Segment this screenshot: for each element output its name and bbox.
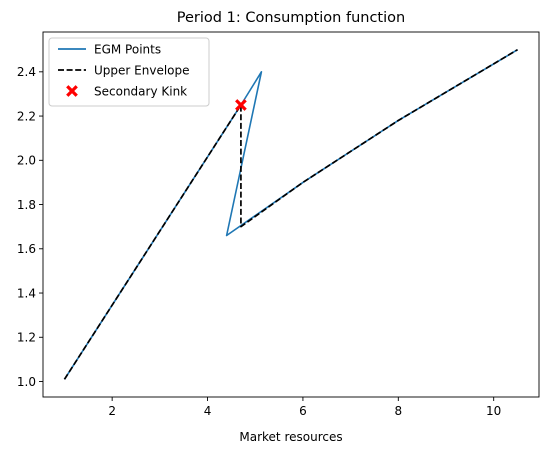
x-tick-label: 2 (108, 404, 116, 418)
legend-label: EGM Points (94, 42, 161, 56)
y-tick-label: 1.4 (17, 286, 36, 300)
y-tick-label: 1.0 (17, 375, 36, 389)
plot-frame (42, 31, 540, 398)
y-tick-label: 1.6 (17, 242, 36, 256)
upper-envelope-line (63, 48, 518, 380)
x-tick-label: 8 (394, 404, 402, 418)
y-tick-label: 2.4 (17, 65, 36, 79)
y-tick-label: 2.0 (17, 154, 36, 168)
legend-entry-upper-envelope: Upper Envelope (58, 63, 190, 77)
x-axis-label: Market resources (239, 430, 342, 444)
x-tick-label: 4 (204, 404, 212, 418)
chart-title: Period 1: Consumption function (177, 10, 405, 26)
legend-box (48, 37, 210, 107)
y-tick-label: 1.8 (17, 198, 36, 212)
y-tick-label: 2.2 (17, 109, 36, 123)
legend-entry-secondary-kink: Secondary Kink (66, 84, 187, 98)
x-tick-label: 10 (486, 404, 501, 418)
legend-entry-egm-points: EGM Points (58, 42, 161, 56)
x-tick-label: 6 (299, 404, 307, 418)
legend-label: Secondary Kink (94, 84, 187, 98)
secondary-kink-marker (235, 99, 247, 111)
y-tick-label: 1.2 (17, 331, 36, 345)
legend-label: Upper Envelope (94, 63, 190, 77)
